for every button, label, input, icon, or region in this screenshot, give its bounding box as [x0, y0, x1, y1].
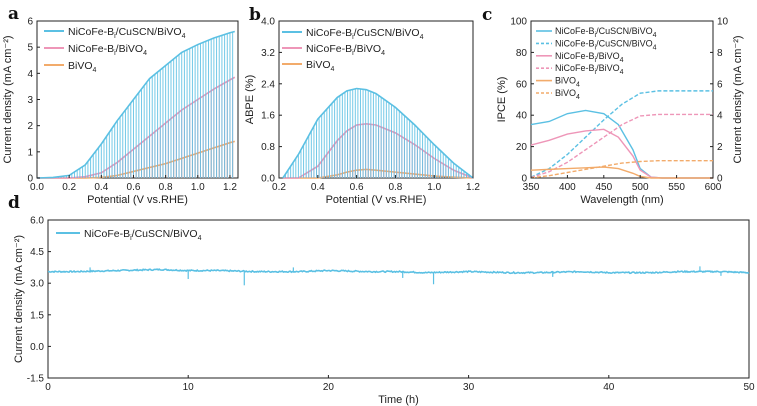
- panel-a-xlabel: Potential (V vs.RHE): [87, 194, 188, 206]
- panel-b-ytick-label: 3.2: [261, 48, 275, 59]
- panel-c-legend-label-4: BiVO4: [555, 76, 580, 89]
- panel-c-legend-label-2: NiCoFe-Bi/BiVO4: [555, 51, 624, 64]
- panel-d-series-line-0: [47, 268, 750, 275]
- panel-d-ytick-label: 0.0: [30, 342, 44, 353]
- panel-a-ytick-label: 5: [27, 43, 33, 54]
- panel-label-a: a: [8, 4, 19, 24]
- panel-a-legend-label-0: NiCoFe-Bi/CuSCN/BiVO4: [68, 26, 186, 40]
- panel-b-legend-label-2: BiVO4: [306, 59, 335, 73]
- panel-d-xtick-label: 0: [45, 382, 51, 393]
- panel-d-ytick-label: 3.0: [30, 279, 44, 290]
- panel-b-xlabel: Potential (V vs.RHE): [326, 194, 427, 206]
- panel-d-ytick-label: 1.5: [30, 310, 44, 321]
- panel-c-ylabel: IPCE (%): [496, 77, 508, 123]
- panel-a-xtick-label: 0.8: [159, 182, 173, 193]
- panel-d-chart: 0 10 20 30 40 50 Time (h) -1.5 0.0 1.5 3.0 4.5 6.0 Cu…: [13, 216, 755, 406]
- panel-b-series-spikes-0: [284, 88, 473, 178]
- panel-a-xtick-label: 0.2: [62, 182, 76, 193]
- panel-c-ytick-label: 60: [516, 79, 528, 90]
- panel-b-ylabel: ABPE (%): [244, 75, 256, 125]
- panel-d-frame: [47, 219, 750, 379]
- panel-a-legend-label-1: NiCoFe-Bi/BiVO4: [68, 43, 147, 57]
- panel-a-xtick-label: 1.0: [191, 182, 205, 193]
- panel-c-frame: [530, 20, 714, 179]
- panel-a-ytick-label: 2: [27, 121, 33, 132]
- panel-a-ytick-label: 1: [27, 147, 33, 158]
- panel-c-ytick-label: 20: [516, 142, 528, 153]
- panel-d-xtick-label: 20: [323, 382, 335, 393]
- panel-c-ytick-label: 80: [516, 48, 528, 59]
- panel-c-ytick-label: 2: [717, 142, 723, 153]
- panel-a-chart: 0.0 0.2 0.4 0.6 0.8 1.0 1.2 Potential (V vs.RHE…: [2, 17, 239, 206]
- panel-d-ytick-label: 4.5: [30, 247, 44, 258]
- panel-a-xtick-label: 0.0: [30, 182, 44, 193]
- panel-a-ylabel: Current density (mA cm⁻²): [2, 35, 14, 163]
- panel-d-ytick-label: 6.0: [30, 216, 44, 227]
- panel-c-ylabel-right: Current density (mA cm⁻²): [732, 35, 744, 163]
- panel-c-series-line-1: [530, 90, 713, 178]
- panel-d-xlabel: Time (h): [378, 394, 419, 406]
- panel-a-ytick-label: 0: [27, 174, 33, 185]
- panel-b-ytick-label: 4.0: [261, 17, 275, 28]
- panel-c-legend-label-5: BiVO4: [555, 88, 580, 101]
- panel-d-xtick-label: 10: [183, 382, 195, 393]
- panel-a-legend-label-2: BiVO4: [68, 60, 97, 74]
- panel-a-ytick-label: 4: [27, 69, 33, 80]
- panel-a-xtick-label: 1.2: [223, 182, 237, 193]
- panel-c-series-line-4: [530, 166, 713, 179]
- panel-c-xtick-label: 600: [705, 182, 722, 193]
- panel-b-ytick-label: 1.6: [261, 111, 275, 122]
- panel-a-ytick-label: 6: [27, 17, 33, 28]
- panel-c-ytick-label: 0: [717, 174, 723, 185]
- panel-c-ytick-label: 10: [717, 17, 729, 28]
- panel-c-xtick-label: 550: [668, 182, 685, 193]
- panel-d-ytick-label: -1.5: [27, 374, 45, 385]
- panel-a-series-line-0: [36, 30, 235, 179]
- panel-b-legend-label-0: NiCoFe-Bi/CuSCN/BiVO4: [306, 27, 424, 41]
- panel-c-series-line-0: [530, 109, 713, 179]
- panel-c-legend-label-1: NiCoFe-Bi/CuSCN/BiVO4: [555, 38, 657, 51]
- panel-d-xtick-label: 50: [743, 382, 755, 393]
- panel-label-b: b: [249, 5, 261, 25]
- panel-b-xtick-label: 1.2: [466, 182, 480, 193]
- panel-a-xtick-label: 0.6: [127, 182, 141, 193]
- panel-b-xtick-label: 0.8: [388, 182, 402, 193]
- panel-b-xtick-label: 0.6: [350, 182, 364, 193]
- panel-c-legend-label-0: NiCoFe-Bi/CuSCN/BiVO4: [555, 26, 657, 39]
- panel-b-xtick-label: 0.2: [272, 182, 286, 193]
- panel-d-xtick-label: 30: [463, 382, 475, 393]
- panel-b-xtick-label: 1.0: [427, 182, 441, 193]
- panel-c-series-line-2: [530, 128, 713, 179]
- panel-c-ytick-label: 0: [521, 174, 527, 185]
- panel-label-c: c: [482, 5, 492, 25]
- panel-c-series-line-3: [530, 113, 713, 179]
- panel-a-xtick-label: 0.4: [94, 182, 108, 193]
- panel-b-ytick-label: 2.4: [261, 79, 275, 90]
- panel-c-ytick-label: 40: [516, 111, 528, 122]
- panel-c-ytick-label: 6: [717, 79, 723, 90]
- panel-d-legend-label-0: NiCoFe-Bi/CuSCN/BiVO4: [84, 228, 202, 242]
- panel-d-ylabel: Current density (mA cm⁻²): [13, 235, 25, 363]
- panel-c-ytick-label: 100: [510, 17, 527, 28]
- panel-c-ytick-label: 8: [717, 48, 723, 59]
- panel-c-xtick-label: 350: [523, 182, 540, 193]
- panel-c-ytick-label: 4: [717, 111, 723, 122]
- panel-a-ytick-label: 3: [27, 95, 33, 106]
- panel-c-xtick-label: 400: [559, 182, 576, 193]
- panel-b-ytick-label: 0.8: [261, 142, 275, 153]
- panel-c-series-line-5: [530, 160, 713, 179]
- panel-c-xtick-label: 450: [595, 182, 612, 193]
- panel-c-xtick-label: 500: [632, 182, 649, 193]
- panel-c-xlabel: Wavelength (nm): [580, 194, 663, 206]
- panel-d-xtick-label: 40: [603, 382, 615, 393]
- panel-b-ytick-label: 0.0: [261, 174, 275, 185]
- panel-b-xtick-label: 0.4: [311, 182, 325, 193]
- panel-b-legend-label-1: NiCoFe-Bi/BiVO4: [306, 43, 385, 57]
- panel-label-d: d: [8, 193, 20, 213]
- panel-c-legend-label-3: NiCoFe-Bi/BiVO4: [555, 63, 624, 76]
